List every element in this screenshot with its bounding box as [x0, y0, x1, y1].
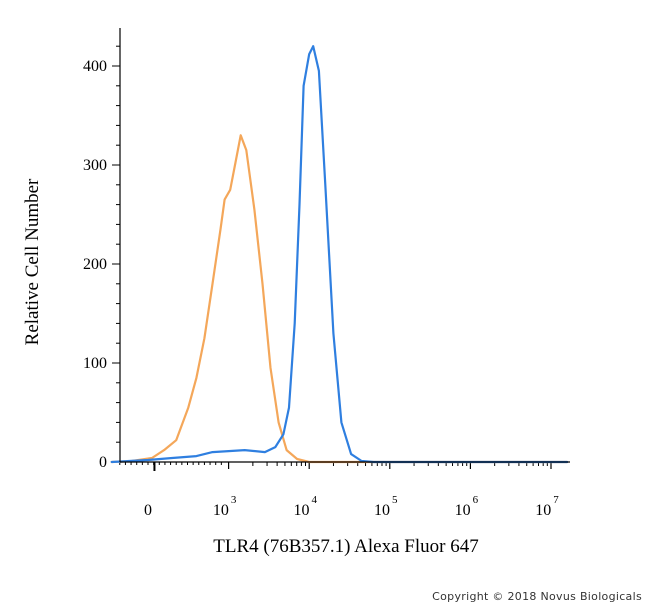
histogram-series-0 [110, 134, 569, 464]
tick-labels-layer: 0 100 200 300 400 0 103 104 105 106 107 [83, 58, 559, 519]
x-tick-label: 107 [535, 494, 559, 519]
x-tick-label: 106 [455, 494, 479, 519]
y-tick-label: 200 [83, 256, 107, 273]
y-tick-label: 400 [83, 58, 107, 75]
copyright-notice: Copyright © 2018 Novus Biologicals [432, 590, 642, 603]
axis-ticks-layer [112, 45, 552, 471]
x-tick-label: 103 [213, 494, 237, 519]
y-tick-label: 300 [83, 157, 107, 174]
x-tick-label: 105 [374, 494, 398, 519]
x-tick-label: 0 [144, 502, 152, 519]
x-tick-label: 104 [293, 494, 317, 519]
series-layer [110, 45, 569, 464]
x-axis-label: TLR4 (76B357.1) Alexa Fluor 647 [213, 536, 478, 557]
y-axis-label: Relative Cell Number [22, 178, 43, 345]
y-tick-label: 0 [99, 454, 107, 471]
histogram-series-1 [110, 45, 569, 464]
y-tick-label: 100 [83, 355, 107, 372]
